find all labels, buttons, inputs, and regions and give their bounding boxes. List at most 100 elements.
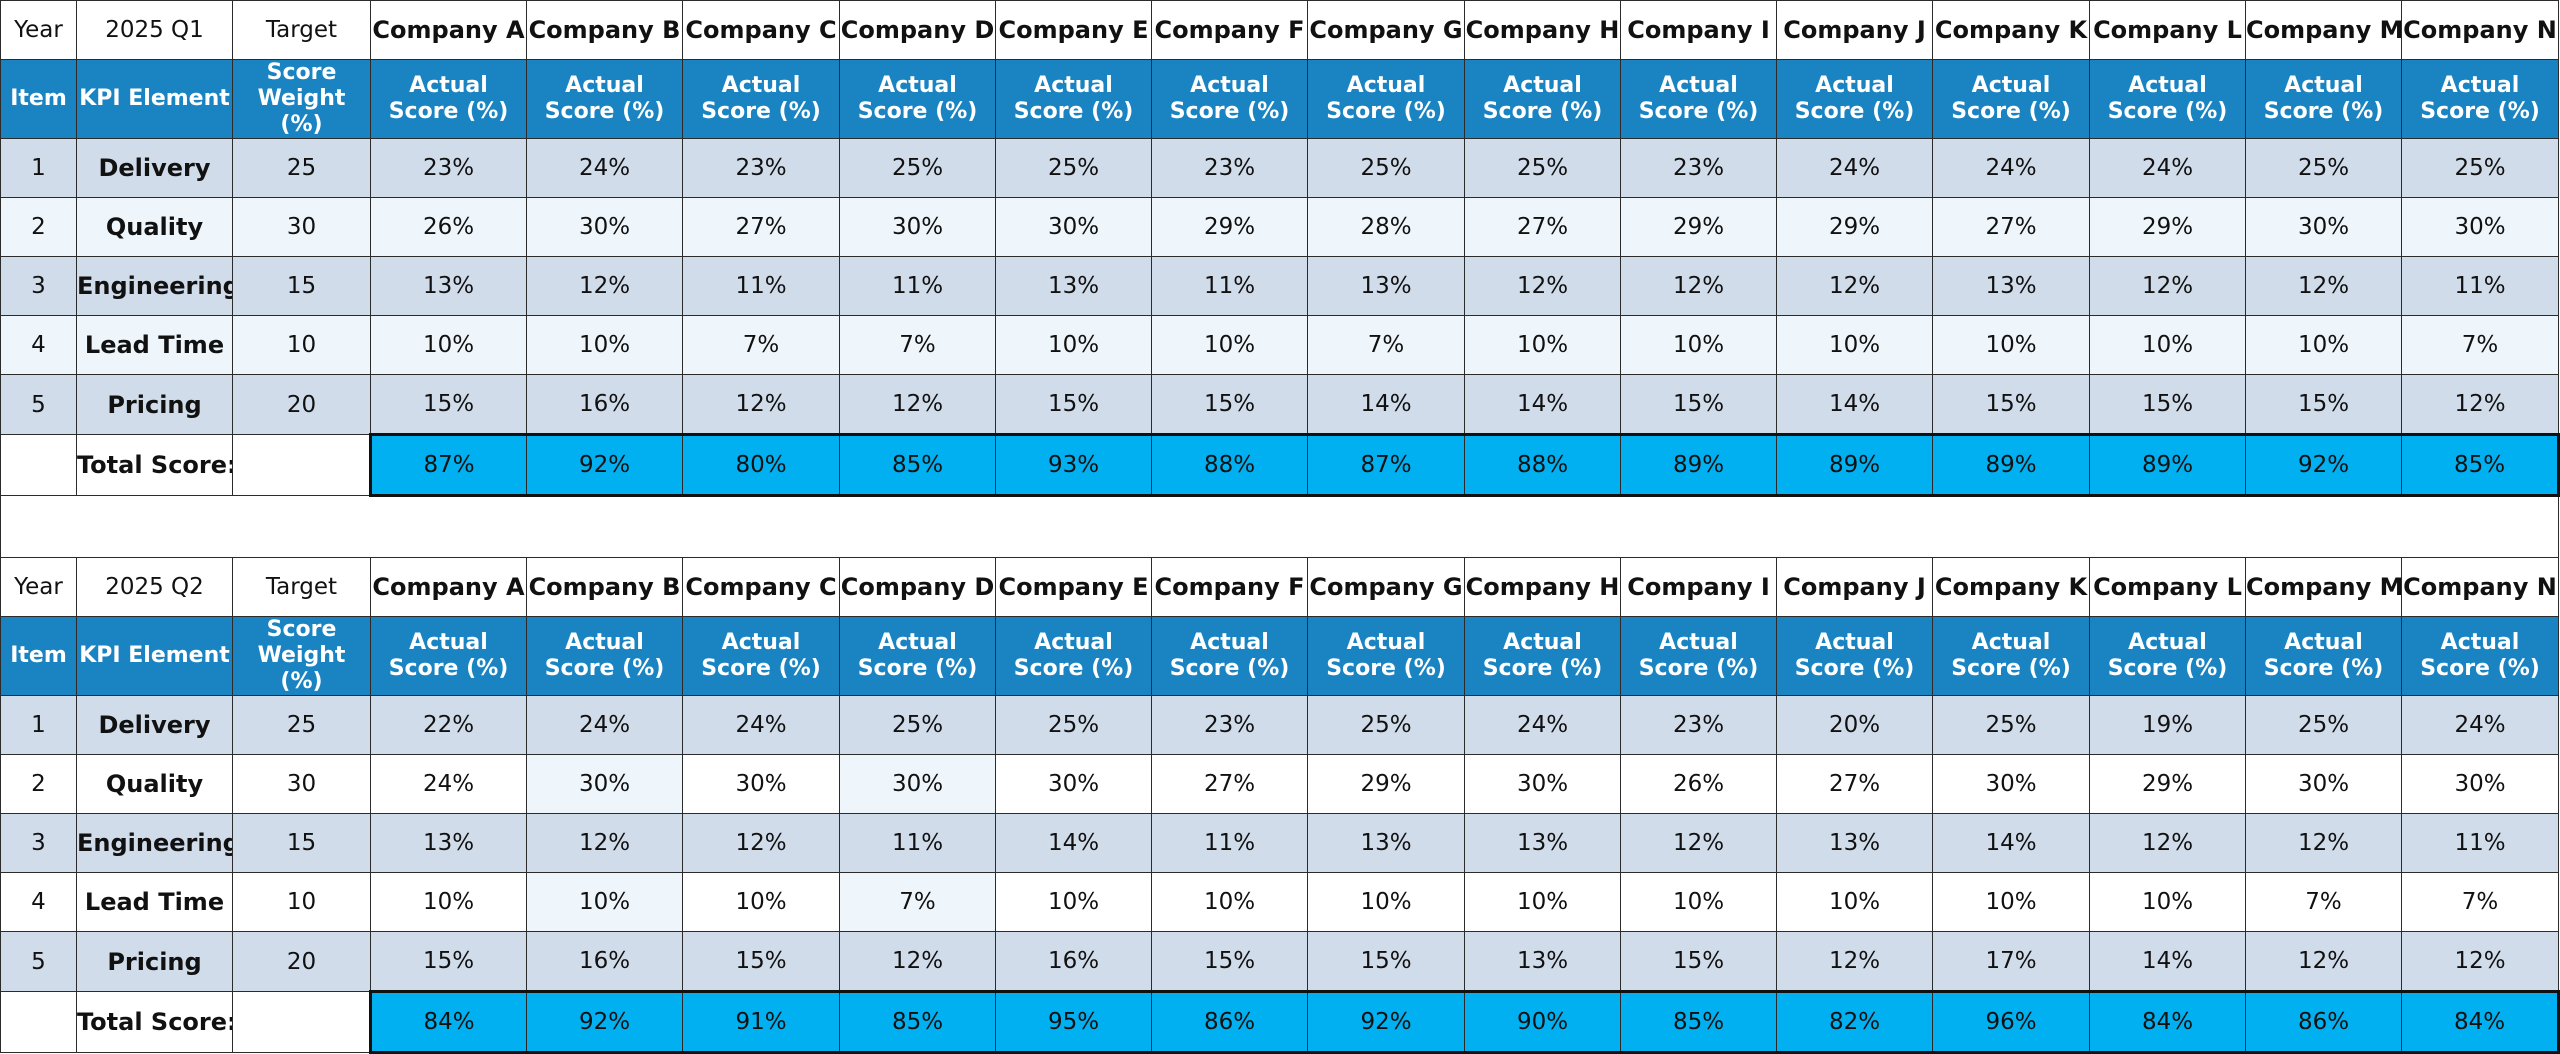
actual-score-header: Actual Score (%) bbox=[1620, 616, 1777, 696]
actual-score-cell: 11% bbox=[1151, 813, 1308, 873]
actual-score-cell: 20% bbox=[1776, 695, 1933, 755]
actual-score-cell: 15% bbox=[1151, 374, 1308, 435]
total-empty-cell bbox=[232, 991, 371, 1053]
total-score-value: 96% bbox=[1932, 990, 2090, 1054]
actual-score-header: Actual Score (%) bbox=[1307, 616, 1465, 696]
company-name-header: Company I bbox=[1620, 557, 1777, 617]
actual-score-cell: 15% bbox=[1932, 374, 2090, 435]
actual-score-cell: 10% bbox=[995, 872, 1152, 932]
column-header-row: Item KPI Element Score Weight (%) Actual Sc… bbox=[0, 59, 2559, 139]
year-header: Year bbox=[0, 557, 77, 617]
score-weight: 30 bbox=[232, 754, 371, 814]
actual-score-cell: 27% bbox=[1776, 754, 1933, 814]
actual-score-cell: 10% bbox=[526, 872, 683, 932]
total-score-value: 92% bbox=[526, 990, 683, 1054]
actual-score-cell: 11% bbox=[839, 813, 996, 873]
actual-score-cell: 30% bbox=[995, 197, 1152, 257]
actual-score-cell: 15% bbox=[370, 931, 527, 992]
actual-score-header: Actual Score (%) bbox=[839, 59, 996, 139]
actual-score-header: Actual Score (%) bbox=[839, 616, 996, 696]
actual-score-cell: 17% bbox=[1932, 931, 2090, 992]
actual-score-cell: 23% bbox=[682, 138, 840, 198]
actual-score-cell: 27% bbox=[1151, 754, 1308, 814]
actual-score-cell: 30% bbox=[1932, 754, 2090, 814]
company-name-header: Company C bbox=[682, 0, 840, 60]
actual-score-cell: 11% bbox=[1151, 256, 1308, 316]
actual-score-cell: 7% bbox=[682, 315, 840, 375]
actual-score-cell: 16% bbox=[526, 931, 683, 992]
actual-score-cell: 10% bbox=[1151, 315, 1308, 375]
score-weight: 10 bbox=[232, 315, 371, 375]
actual-score-cell: 29% bbox=[2089, 754, 2246, 814]
actual-score-cell: 7% bbox=[839, 315, 996, 375]
actual-score-cell: 27% bbox=[1464, 197, 1621, 257]
actual-score-cell: 15% bbox=[2245, 374, 2402, 435]
company-name-header: Company H bbox=[1464, 0, 1621, 60]
actual-score-cell: 23% bbox=[1151, 695, 1308, 755]
actual-score-cell: 12% bbox=[839, 374, 996, 435]
actual-score-cell: 14% bbox=[1464, 374, 1621, 435]
actual-score-cell: 7% bbox=[2245, 872, 2402, 932]
total-score-row: Total Score: 87% 92% 80% 85% 93% 88% 87% 88% 89% 8… bbox=[0, 433, 2560, 497]
kpi-row: 5 Pricing 20 15% 16% 15% 12% 16% 15% 15% 13% 15% 12%… bbox=[0, 931, 2559, 992]
company-name-header: Company E bbox=[995, 557, 1152, 617]
actual-score-cell: 13% bbox=[1307, 813, 1465, 873]
actual-score-cell: 24% bbox=[1464, 695, 1621, 755]
total-empty-cell bbox=[232, 434, 371, 496]
company-name-header: Company K bbox=[1932, 0, 2090, 60]
total-empty-cell bbox=[0, 434, 77, 496]
actual-score-cell: 13% bbox=[370, 256, 527, 316]
company-name-header: Company J bbox=[1776, 0, 1933, 60]
actual-score-cell: 10% bbox=[2089, 315, 2246, 375]
total-score-value: 84% bbox=[2401, 990, 2560, 1054]
actual-score-cell: 26% bbox=[1620, 754, 1777, 814]
actual-score-header: Actual Score (%) bbox=[1932, 616, 2090, 696]
item-number: 4 bbox=[0, 315, 77, 375]
actual-score-header: Actual Score (%) bbox=[1776, 616, 1933, 696]
actual-score-cell: 24% bbox=[526, 138, 683, 198]
item-number: 5 bbox=[0, 931, 77, 992]
column-header-row: Item KPI Element Score Weight (%) Actual Sc… bbox=[0, 616, 2559, 696]
kpi-row: 2 Quality 30 24% 30% 30% 30% 30% 27% 29% 30% 26% 27%… bbox=[0, 754, 2559, 814]
kpi-element-header: KPI Element bbox=[76, 616, 233, 696]
kpi-element-name: Delivery bbox=[76, 695, 233, 755]
actual-score-cell: 25% bbox=[839, 695, 996, 755]
total-score-value: 91% bbox=[682, 990, 840, 1054]
kpi-element-name: Engineering bbox=[76, 813, 233, 873]
actual-score-cell: 12% bbox=[1620, 813, 1777, 873]
company-name-header: Company E bbox=[995, 0, 1152, 60]
total-score-value: 87% bbox=[1307, 433, 1465, 497]
actual-score-cell: 11% bbox=[2401, 256, 2559, 316]
company-name-header: Company A bbox=[370, 0, 527, 60]
actual-score-cell: 24% bbox=[682, 695, 840, 755]
actual-score-cell: 12% bbox=[2245, 256, 2402, 316]
actual-score-cell: 10% bbox=[1932, 872, 2090, 932]
score-weight: 25 bbox=[232, 695, 371, 755]
actual-score-cell: 13% bbox=[995, 256, 1152, 316]
actual-score-cell: 14% bbox=[1776, 374, 1933, 435]
period-label: 2025 Q1 bbox=[76, 0, 233, 60]
kpi-element-header: KPI Element bbox=[76, 59, 233, 139]
score-weight: 25 bbox=[232, 138, 371, 198]
actual-score-header: Actual Score (%) bbox=[1464, 59, 1621, 139]
actual-score-cell: 25% bbox=[995, 138, 1152, 198]
kpi-row: 3 Engineering 15 13% 12% 12% 11% 14% 11% 13% 13% 12… bbox=[0, 813, 2559, 873]
company-name-header: Company N bbox=[2401, 557, 2559, 617]
actual-score-cell: 12% bbox=[2401, 931, 2559, 992]
quarter-title-row: Year 2025 Q1 Target Company A Company B Compa… bbox=[0, 0, 2559, 60]
section-spacer bbox=[0, 495, 2559, 558]
company-name-header: Company D bbox=[839, 0, 996, 60]
actual-score-cell: 12% bbox=[1776, 256, 1933, 316]
actual-score-header: Actual Score (%) bbox=[370, 616, 527, 696]
actual-score-cell: 10% bbox=[1151, 872, 1308, 932]
actual-score-cell: 24% bbox=[526, 695, 683, 755]
actual-score-cell: 14% bbox=[1307, 374, 1465, 435]
actual-score-cell: 12% bbox=[2245, 813, 2402, 873]
total-score-value: 92% bbox=[526, 433, 683, 497]
item-number: 2 bbox=[0, 197, 77, 257]
actual-score-cell: 12% bbox=[1464, 256, 1621, 316]
actual-score-cell: 25% bbox=[2401, 138, 2559, 198]
actual-score-cell: 13% bbox=[1464, 813, 1621, 873]
actual-score-cell: 15% bbox=[682, 931, 840, 992]
actual-score-cell: 26% bbox=[370, 197, 527, 257]
